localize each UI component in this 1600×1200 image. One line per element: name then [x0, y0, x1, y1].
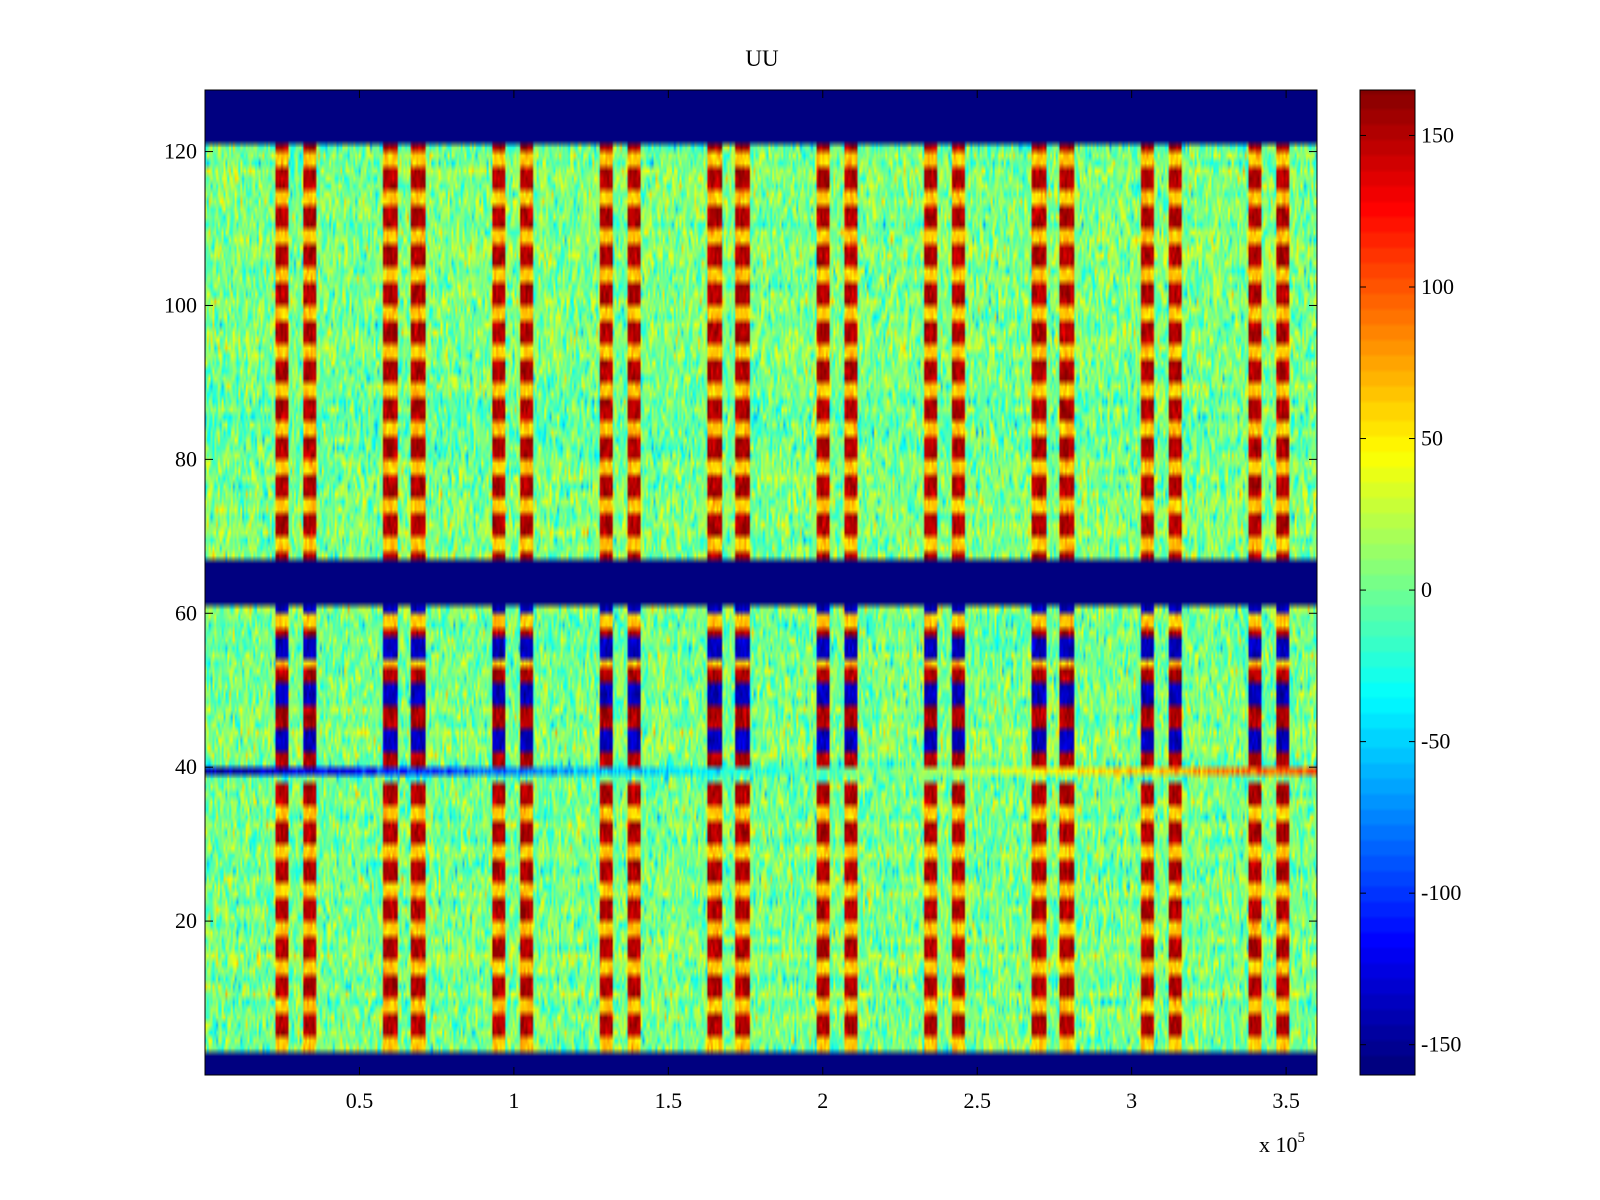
colorbar-tick-label: -150 — [1421, 1032, 1461, 1057]
axes-box — [204, 89, 1318, 1076]
colorbar: 150 100 50 0 -50 -100 -150 — [1359, 89, 1461, 1076]
colorbar-tick-label: 0 — [1421, 577, 1432, 602]
chart-title: UU — [745, 46, 779, 71]
colorbar-tick-label: 150 — [1421, 122, 1454, 147]
colorbar-tick-label: 100 — [1421, 274, 1454, 299]
x-tick-label: 1.5 — [655, 1088, 683, 1113]
x-tick-label: 1 — [508, 1088, 519, 1113]
y-tick-label: 20 — [175, 908, 197, 933]
colorbar-gradient — [1360, 90, 1415, 1075]
y-axis-ticks: 20 40 60 80 100 120 — [164, 139, 1317, 933]
x-tick-label: 3.5 — [1272, 1088, 1300, 1113]
y-tick-label: 60 — [175, 600, 197, 625]
x-tick-label: 2.5 — [963, 1088, 991, 1113]
y-tick-label: 40 — [175, 754, 197, 779]
x-tick-label: 3 — [1126, 1088, 1137, 1113]
heatmap-image — [205, 90, 1317, 1075]
colorbar-tick-label: -50 — [1421, 729, 1450, 754]
x-tick-label: 0.5 — [346, 1088, 374, 1113]
heatmap-plot-area — [205, 90, 1317, 1075]
colorbar-box — [1359, 89, 1416, 1076]
x-axis-ticks: 0.5 1 1.5 2 2.5 3 3.5 — [346, 90, 1300, 1113]
x-multiplier-exponent: 5 — [1298, 1130, 1306, 1146]
y-tick-label: 80 — [175, 446, 197, 471]
y-tick-label: 120 — [164, 139, 197, 164]
y-tick-label: 100 — [164, 292, 197, 317]
x-axis-multiplier: x 105 — [1259, 1130, 1305, 1157]
colorbar-tick-label: -100 — [1421, 880, 1461, 905]
colorbar-tick-label: 50 — [1421, 426, 1443, 451]
x-multiplier-base: x 10 — [1259, 1132, 1298, 1157]
x-tick-label: 2 — [817, 1088, 828, 1113]
colorbar-ticks: 150 100 50 0 -50 -100 -150 — [1360, 122, 1461, 1057]
